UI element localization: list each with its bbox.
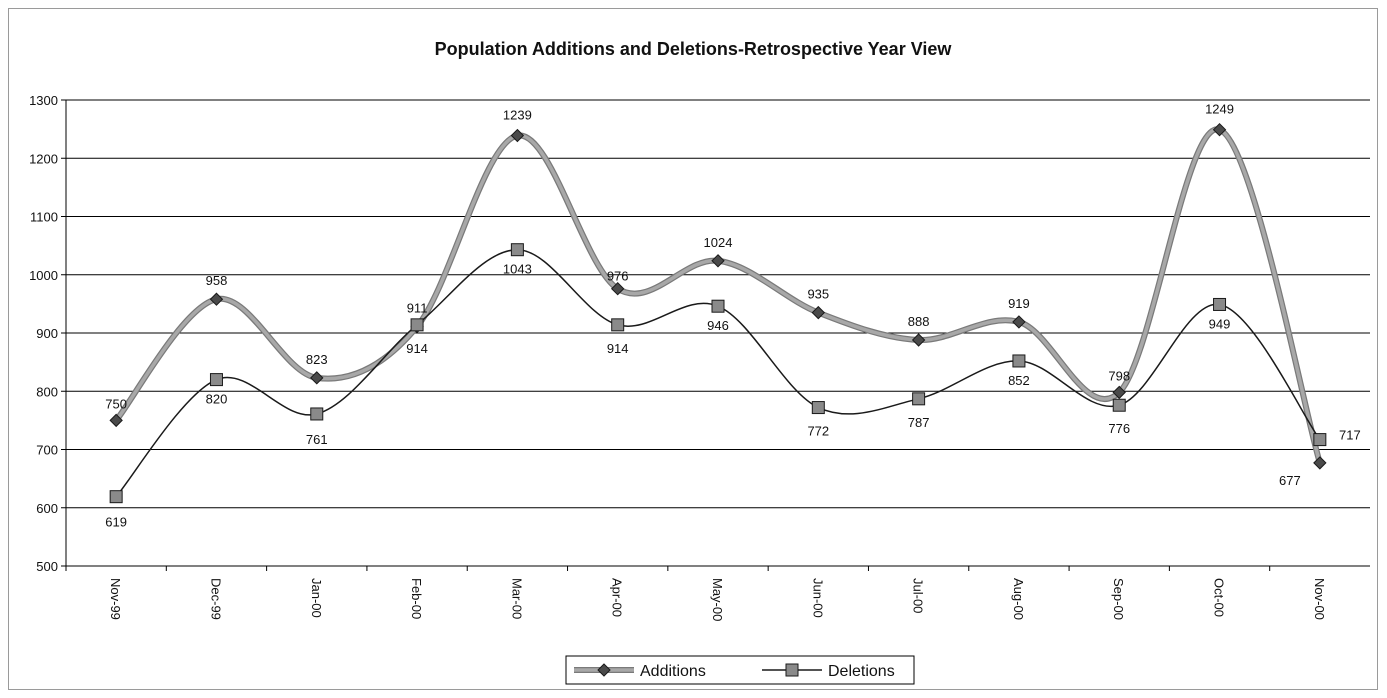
x-tick-label-Feb-00: Feb-00 bbox=[409, 578, 424, 619]
additions-point-Nov-99 bbox=[109, 413, 123, 428]
additions-point-Dec-99 bbox=[209, 292, 224, 306]
additions-label-Jan-00: 823 bbox=[306, 352, 328, 367]
deletions-point-Sep-00 bbox=[1112, 398, 1126, 412]
additions-label-Dec-99: 958 bbox=[206, 273, 228, 288]
y-tick-label-700: 700 bbox=[36, 443, 58, 458]
additions-point-Jul-00 bbox=[911, 333, 926, 347]
legend: Additions Deletions bbox=[565, 655, 915, 685]
additions-point-Jan-00 bbox=[310, 371, 324, 385]
deletions-point-Jun-00 bbox=[811, 401, 825, 415]
additions-label-Aug-00: 919 bbox=[1008, 296, 1030, 311]
y-tick-label-1100: 1100 bbox=[30, 210, 58, 225]
deletions-label-Feb-00: 914 bbox=[406, 341, 428, 356]
additions-label-Feb-00: 911 bbox=[407, 301, 428, 316]
x-tick-label-Nov-00: Nov-00 bbox=[1312, 578, 1327, 620]
x-tick-label-Dec-99: Dec-99 bbox=[208, 578, 223, 620]
additions-label-Oct-00: 1249 bbox=[1205, 102, 1234, 117]
deletions-label-Jun-00: 772 bbox=[807, 424, 829, 439]
deletions-point-Aug-00 bbox=[1012, 354, 1026, 368]
series-markers bbox=[109, 122, 1327, 504]
x-tick-label-Nov-99: Nov-99 bbox=[108, 578, 123, 620]
additions-point-Apr-00 bbox=[610, 282, 625, 296]
additions-label-Jul-00: 888 bbox=[908, 314, 930, 329]
axes: 500 600 700 800 900 1000 1100 1200 1300 Nov-99 Dec… bbox=[29, 93, 1370, 621]
deletions-label-Dec-99: 820 bbox=[206, 392, 228, 407]
additions-point-Nov-00 bbox=[1313, 456, 1327, 470]
y-tick-label-1000: 1000 bbox=[29, 268, 58, 283]
chart-frame bbox=[8, 8, 1378, 690]
additions-point-Mar-00 bbox=[510, 128, 525, 143]
series-lines bbox=[113, 126, 1323, 498]
y-tick-label-800: 800 bbox=[36, 384, 58, 399]
deletions-label-May-00: 946 bbox=[707, 318, 729, 333]
additions-label-May-00: 1024 bbox=[704, 235, 733, 250]
x-tick-label-Jan-00: Jan-00 bbox=[309, 578, 324, 618]
legend-label-deletions: Deletions bbox=[828, 663, 895, 680]
additions-point-Oct-00 bbox=[1212, 122, 1227, 137]
additions-label-Nov-99: 750 bbox=[105, 396, 127, 411]
deletions-label-Apr-00: 914 bbox=[607, 341, 629, 356]
additions-point-Jun-00 bbox=[811, 305, 826, 320]
deletions-label-Sep-00: 776 bbox=[1108, 421, 1130, 436]
additions-point-Sep-00 bbox=[1112, 385, 1126, 400]
deletions-label-Aug-00: 852 bbox=[1008, 373, 1030, 388]
x-tick-label-Aug-00: Aug-00 bbox=[1011, 578, 1026, 620]
series-line-deletions bbox=[115, 248, 1321, 498]
legend-marker-additions bbox=[597, 663, 611, 677]
x-tick-label-Oct-00: Oct-00 bbox=[1212, 578, 1227, 617]
legend-marker-deletions bbox=[785, 663, 799, 677]
additions-label-Nov-00: 677 bbox=[1279, 473, 1301, 488]
deletions-point-Nov-00 bbox=[1313, 433, 1327, 447]
additions-point-May-00 bbox=[711, 254, 725, 268]
deletions-point-Jan-00 bbox=[310, 407, 324, 421]
deletions-label-Nov-99: 619 bbox=[105, 515, 127, 530]
deletions-point-Feb-00 bbox=[410, 318, 424, 332]
additions-label-Sep-00: 798 bbox=[1108, 368, 1130, 383]
deletions-label-Nov-00: 717 bbox=[1339, 428, 1361, 443]
deletions-label-Jan-00: 761 bbox=[306, 432, 328, 447]
deletions-point-Jul-00 bbox=[912, 392, 926, 406]
additions-label-Jun-00: 935 bbox=[807, 287, 829, 302]
x-tick-label-May-00: May-00 bbox=[710, 578, 725, 621]
deletions-point-Dec-99 bbox=[209, 373, 223, 387]
x-tick-label-Jul-00: Jul-00 bbox=[911, 578, 926, 613]
y-tick-label-1300: 1300 bbox=[29, 93, 58, 108]
additions-label-Apr-00: 976 bbox=[607, 269, 629, 284]
deletions-label-Mar-00: 1043 bbox=[503, 262, 532, 277]
deletions-point-Nov-99 bbox=[109, 490, 123, 504]
deletions-point-Oct-00 bbox=[1213, 297, 1227, 311]
series-line-additions bbox=[114, 127, 1322, 465]
x-tick-label-Sep-00: Sep-00 bbox=[1111, 578, 1126, 620]
y-tick-label-1200: 1200 bbox=[29, 151, 58, 166]
deletions-point-May-00 bbox=[711, 299, 725, 313]
deletions-label-Jul-00: 787 bbox=[908, 415, 930, 430]
chart-title: Population Additions and Deletions-Retro… bbox=[435, 39, 953, 59]
deletions-label-Oct-00: 949 bbox=[1209, 316, 1231, 331]
legend-label-additions: Additions bbox=[640, 663, 706, 680]
y-tick-label-900: 900 bbox=[36, 326, 58, 341]
deletions-point-Apr-00 bbox=[611, 318, 625, 332]
x-tick-label-Jun-00: Jun-00 bbox=[810, 578, 825, 618]
x-tick-label-Apr-00: Apr-00 bbox=[610, 578, 625, 617]
additions-label-Mar-00: 1239 bbox=[503, 108, 532, 123]
x-tick-label-Mar-00: Mar-00 bbox=[509, 578, 524, 619]
data-labels: 750 958 823 911 1239 976 1024 935 888 919 798 1249 6… bbox=[105, 102, 1360, 530]
additions-point-Aug-00 bbox=[1012, 315, 1026, 329]
deletions-point-Mar-00 bbox=[510, 243, 524, 257]
y-tick-label-600: 600 bbox=[36, 501, 58, 516]
y-tick-label-500: 500 bbox=[36, 559, 58, 574]
